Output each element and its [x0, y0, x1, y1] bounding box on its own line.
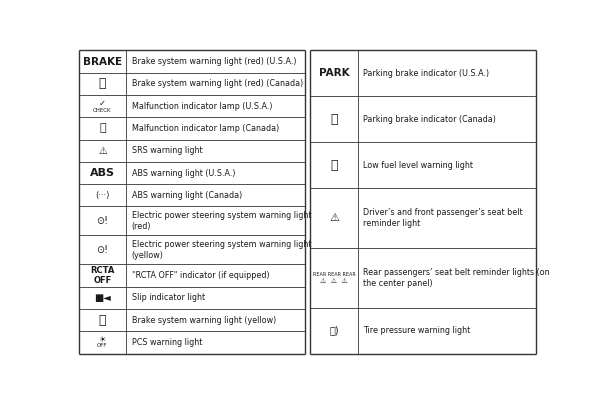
- Text: Driver’s and front passenger’s seat belt
reminder light: Driver’s and front passenger’s seat belt…: [364, 208, 523, 228]
- Text: ABS warning light (U.S.A.): ABS warning light (U.S.A.): [132, 168, 235, 178]
- Text: Rear passengers’ seat belt reminder lights (on
the center panel): Rear passengers’ seat belt reminder ligh…: [364, 268, 550, 288]
- Text: ⚠  ⚠  ⚠: ⚠ ⚠ ⚠: [320, 278, 348, 284]
- Text: ☀: ☀: [98, 336, 106, 344]
- Text: Electric power steering system warning light
(yellow): Electric power steering system warning l…: [132, 240, 311, 260]
- Text: Slip indicator light: Slip indicator light: [132, 293, 205, 302]
- Text: "RCTA OFF" indicator (if equipped): "RCTA OFF" indicator (if equipped): [132, 271, 269, 280]
- Text: ⊙!: ⊙!: [97, 245, 109, 255]
- Text: Electric power steering system warning light
(red): Electric power steering system warning l…: [132, 211, 311, 231]
- Text: ABS: ABS: [90, 168, 115, 178]
- Text: Parking brake indicator (U.S.A.): Parking brake indicator (U.S.A.): [364, 69, 490, 78]
- Text: ⚠: ⚠: [329, 213, 339, 223]
- Text: Ⓘ: Ⓘ: [98, 314, 106, 327]
- Text: SRS warning light: SRS warning light: [132, 146, 202, 155]
- Text: OFF: OFF: [97, 343, 107, 348]
- Text: ABS warning light (Canada): ABS warning light (Canada): [132, 191, 242, 200]
- Text: Brake system warning light (yellow): Brake system warning light (yellow): [132, 316, 276, 325]
- Text: Brake system warning light (red) (Canada): Brake system warning light (red) (Canada…: [132, 79, 303, 88]
- Text: ✓: ✓: [99, 98, 106, 108]
- Text: ⚠: ⚠: [98, 146, 107, 156]
- Text: ⊙!: ⊙!: [97, 216, 109, 226]
- Text: Tire pressure warning light: Tire pressure warning light: [364, 326, 470, 335]
- Text: Low fuel level warning light: Low fuel level warning light: [364, 161, 473, 170]
- Text: Ⓘ: Ⓘ: [98, 77, 106, 90]
- Text: CHECK: CHECK: [93, 108, 112, 113]
- Text: ⛽: ⛽: [330, 159, 338, 172]
- Text: PCS warning light: PCS warning light: [132, 338, 202, 347]
- Text: ⎓: ⎓: [99, 124, 106, 134]
- Text: Malfunction indicator lamp (U.S.A.): Malfunction indicator lamp (U.S.A.): [132, 102, 272, 111]
- Text: RCTA
OFF: RCTA OFF: [90, 266, 115, 285]
- Text: REAR REAR REAR: REAR REAR REAR: [313, 272, 355, 277]
- Text: ⓘ): ⓘ): [329, 326, 339, 336]
- Text: Ⓟ: Ⓟ: [330, 113, 338, 126]
- Text: ■◄: ■◄: [94, 293, 111, 303]
- Text: (···): (···): [95, 191, 110, 200]
- Text: Malfunction indicator lamp (Canada): Malfunction indicator lamp (Canada): [132, 124, 279, 133]
- Text: Brake system warning light (red) (U.S.A.): Brake system warning light (red) (U.S.A.…: [132, 57, 296, 66]
- Text: PARK: PARK: [319, 68, 349, 78]
- Text: Parking brake indicator (Canada): Parking brake indicator (Canada): [364, 115, 496, 124]
- Text: BRAKE: BRAKE: [83, 57, 122, 67]
